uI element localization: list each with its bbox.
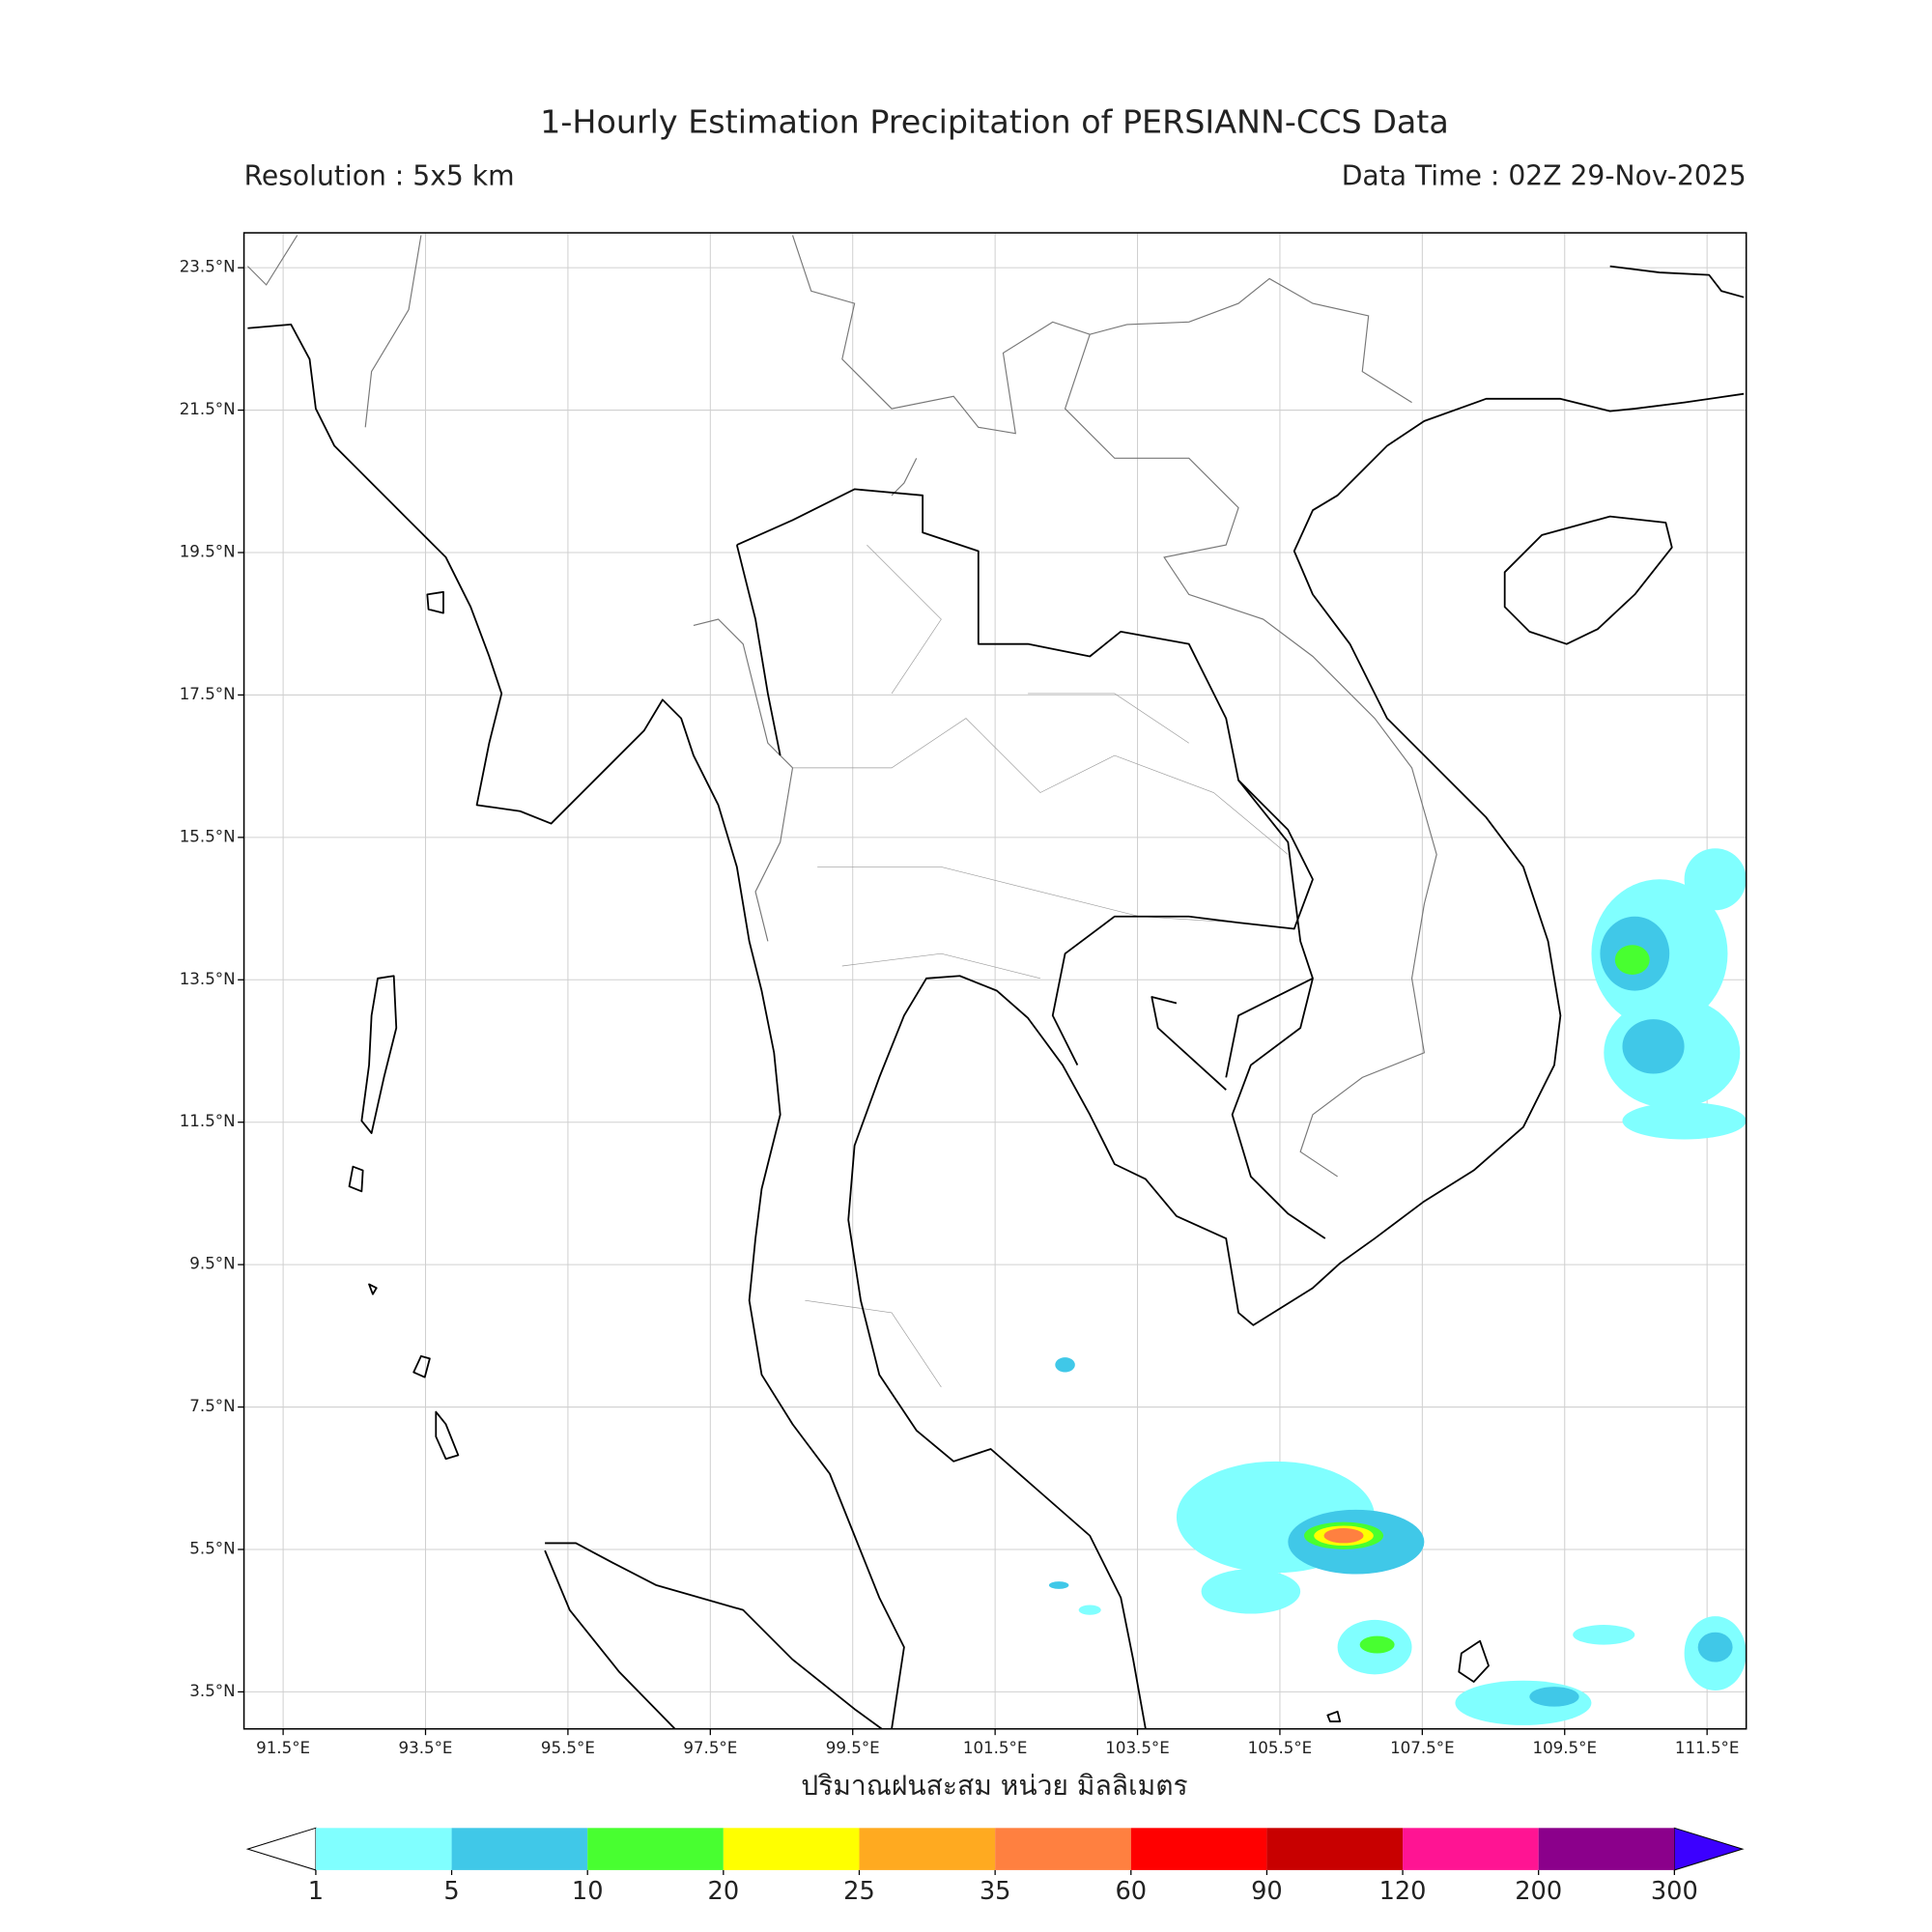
colorbar-segment [1266,1828,1404,1870]
colorbar-segment [451,1828,588,1870]
colorbar-segment [1538,1828,1675,1870]
x-tick-label: 105.5°E [1248,1739,1313,1757]
x-tick-label: 107.5°E [1390,1739,1455,1757]
colorbar: 1 5 10 20 25 35 60 90 120 200 300 [245,1827,1745,1906]
x-tick-label: 99.5°E [826,1739,880,1757]
colorbar-label: 120 [1379,1877,1427,1906]
y-tick-label: 13.5°N [180,970,236,988]
colorbar-over [1673,1827,1745,1871]
colorbar-label: 35 [980,1877,1011,1906]
y-tick-label: 11.5°N [180,1112,236,1130]
y-tick-label: 9.5°N [189,1255,235,1273]
colorbar-segment [587,1828,724,1870]
colorbar-label: 300 [1651,1877,1698,1906]
grid [243,233,1747,1729]
y-tick-label: 23.5°N [180,258,236,276]
colorbar-label: 1 [308,1877,324,1906]
colorbar-label: 20 [708,1877,740,1906]
x-tick-label: 93.5°E [399,1739,453,1757]
x-tick-label: 91.5°E [256,1739,310,1757]
x-axis-label: ปริมาณฝนสะสม หน่วย มิลลิเมตร [801,1770,1187,1802]
colorbar-label: 200 [1515,1877,1562,1906]
colorbar-segment [723,1828,860,1870]
colorbar-segment [1403,1828,1539,1870]
y-tick-label: 15.5°N [180,827,236,845]
colorbar-label: 60 [1115,1877,1147,1906]
y-tick-label: 21.5°N [180,400,236,418]
colorbar-segment [1130,1828,1267,1870]
colorbar-label: 5 [443,1877,459,1906]
y-tick-label: 3.5°N [189,1682,235,1700]
axes: 91.5°E 93.5°E 95.5°E 97.5°E 99.5°E 101.5°E 103… [180,258,1740,1757]
colorbar-label: 90 [1251,1877,1283,1906]
colorbar-segment [859,1828,996,1870]
x-tick-label: 109.5°E [1532,1739,1597,1757]
resolution: Resolution : 5x5 km [244,159,515,191]
x-tick-label: 103.5°E [1105,1739,1170,1757]
map-features [247,235,1747,1729]
data-time: Data Time : 02Z 29-Nov-2025 [1342,159,1747,191]
y-tick-label: 5.5°N [189,1539,235,1557]
title: 1-Hourly Estimation Precipitation of PER… [540,103,1449,141]
colorbar-segment [315,1828,452,1870]
x-tick-label: 101.5°E [963,1739,1028,1757]
colorbar-segment [995,1828,1131,1870]
y-tick-label: 17.5°N [180,685,236,703]
y-tick-label: 7.5°N [189,1397,235,1415]
colorbar-under [245,1827,317,1871]
x-tick-label: 111.5°E [1675,1739,1740,1757]
y-tick-label: 19.5°N [180,542,236,560]
x-tick-label: 97.5°E [683,1739,737,1757]
precip [1048,848,1747,1725]
x-tick-label: 95.5°E [541,1739,595,1757]
colorbar-label: 10 [572,1877,604,1906]
colorbar-label: 25 [843,1877,875,1906]
